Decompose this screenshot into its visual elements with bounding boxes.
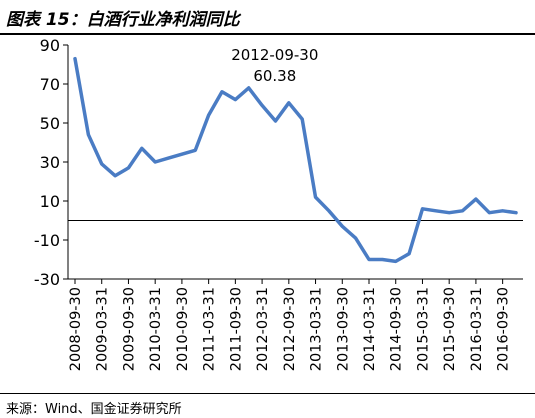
y-tick-label: -30: [34, 270, 60, 289]
x-tick-label: 2011-09-30: [228, 287, 244, 371]
data-point: [154, 161, 156, 163]
data-point: [368, 258, 370, 261]
data-point: [167, 157, 170, 159]
x-axis: 2008-09-30 2009-03-31 2009-09-30 2010-03-31…: [68, 278, 523, 371]
x-tick-label: 2014-03-31: [362, 287, 378, 371]
data-point: [221, 91, 223, 93]
data-point: [181, 153, 183, 155]
data-point: [314, 196, 317, 198]
x-tick-label: 2014-09-30: [389, 287, 405, 371]
x-tick-label: 2011-03-31: [202, 287, 218, 371]
data-point: [408, 252, 410, 255]
source-note: 来源：Wind、国金证券研究所: [6, 402, 182, 417]
data-point: [100, 163, 103, 165]
annotation: 2012-09-30 60.38: [231, 46, 318, 85]
x-tick-label: 2013-09-30: [335, 287, 351, 371]
y-tick-label: 90: [40, 36, 60, 55]
data-point: [74, 57, 76, 60]
data-point: [475, 198, 477, 200]
data-point: [274, 120, 277, 122]
data-point: [421, 208, 424, 210]
annotation-date: 2012-09-30: [231, 46, 318, 64]
data-point: [288, 101, 290, 104]
y-tick-label: 30: [40, 153, 60, 172]
x-tick-label: 2015-03-31: [415, 287, 431, 371]
data-point: [515, 211, 517, 214]
y-tick-label: -10: [34, 231, 60, 250]
y-tick-label: 10: [40, 192, 60, 211]
x-tick-label: 2016-03-31: [469, 287, 485, 371]
data-point: [194, 149, 197, 152]
x-tick-label: 2009-09-30: [121, 287, 137, 371]
y-tick-label: 70: [40, 75, 60, 94]
data-point: [394, 260, 397, 263]
data-point: [381, 258, 384, 261]
data-point: [234, 98, 237, 101]
data-point: [501, 209, 504, 212]
data-point: [435, 209, 437, 212]
x-tick-label: 2016-09-30: [496, 287, 512, 371]
x-tick-label: 2010-03-31: [148, 287, 164, 371]
x-tick-label: 2013-03-31: [309, 287, 325, 371]
series-layer: [73, 56, 518, 264]
x-tick-label: 2009-03-31: [95, 287, 111, 371]
data-point: [341, 225, 344, 228]
data-point: [354, 237, 357, 239]
data-point: [328, 209, 330, 212]
series-line: [73, 56, 518, 264]
header-rule: [0, 33, 535, 35]
x-tick-label: 2015-09-30: [442, 287, 458, 371]
y-axis: -30 -10 10 30 50 70 90: [34, 36, 69, 289]
footer-rule: [0, 393, 535, 394]
data-point: [261, 104, 263, 107]
y-tick-label: 50: [40, 114, 60, 133]
x-tick-label: 2010-09-30: [175, 287, 191, 371]
data-point: [207, 114, 210, 116]
data-point: [247, 87, 250, 89]
chart-title: 图表 15：白酒行业净利润同比: [6, 10, 240, 30]
x-tick-label: 2008-09-30: [68, 287, 84, 371]
data-point: [488, 211, 491, 214]
data-point: [127, 167, 130, 169]
data-point: [141, 147, 143, 150]
data-point: [87, 133, 90, 136]
x-tick-label: 2012-09-30: [282, 287, 298, 371]
chart-header: 图表 15：白酒行业净利润同比: [0, 0, 535, 35]
data-point: [301, 118, 303, 120]
data-point: [114, 174, 116, 177]
data-point: [461, 209, 464, 212]
data-point: [448, 211, 450, 214]
annotation-value: 60.38: [253, 67, 296, 85]
x-tick-label: 2012-03-31: [255, 287, 271, 371]
